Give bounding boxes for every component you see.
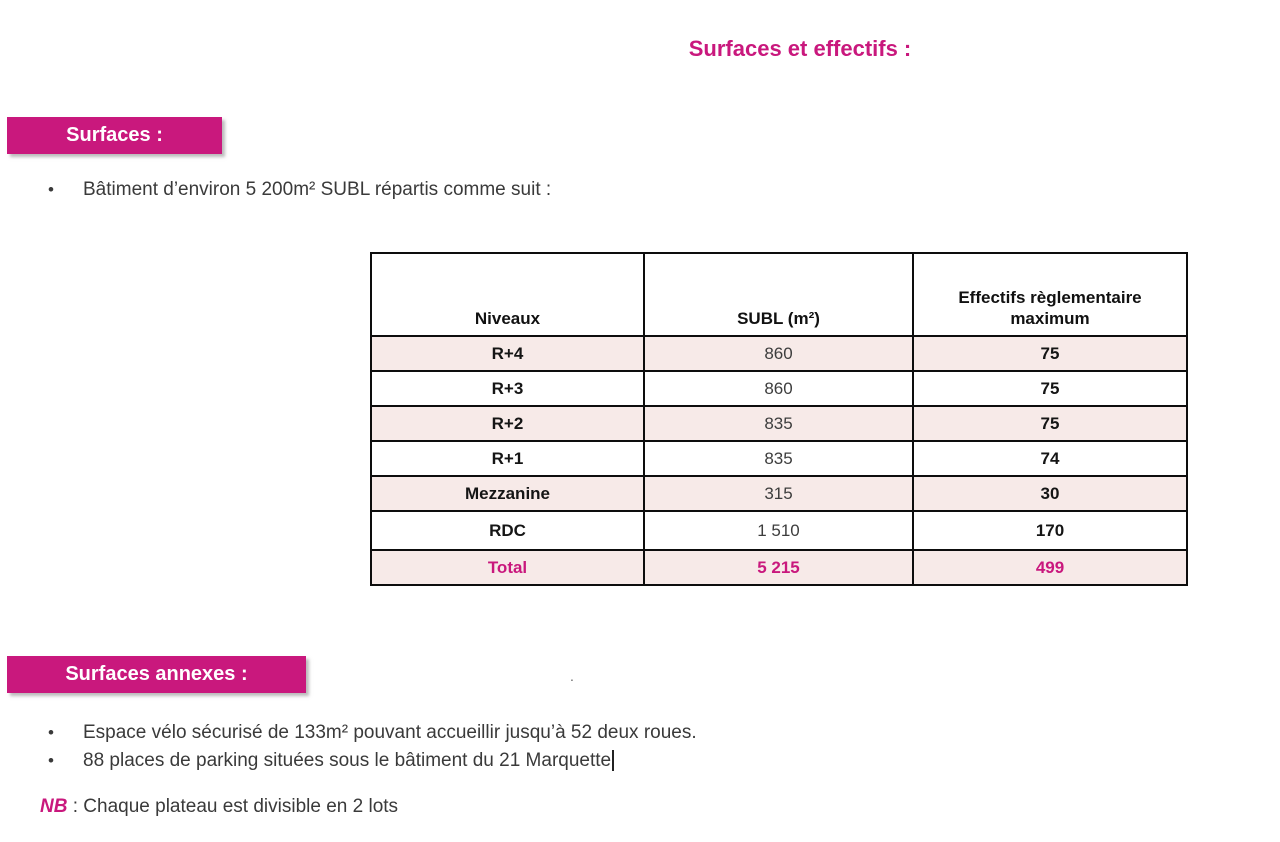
table-header-effectifs: Effectifs règlementaire maximum [912, 252, 1188, 337]
table-row: R+4 860 75 [370, 335, 1188, 372]
section-banner-surfaces: Surfaces : [7, 117, 222, 154]
text-cursor [612, 750, 615, 771]
table-cell-niveau: Total [370, 549, 645, 586]
list-item: • Bâtiment d’environ 5 200m² SUBL répart… [48, 176, 551, 204]
table-cell-niveau: R+4 [370, 335, 645, 372]
bullet-text-editing[interactable]: 88 places de parking situées sous le bât… [83, 747, 615, 775]
table-cell-subl: 860 [643, 370, 914, 407]
nb-label: NB [40, 796, 68, 817]
table-row: RDC 1 510 170 [370, 510, 1188, 551]
bullet-text: Bâtiment d’environ 5 200m² SUBL répartis… [83, 179, 552, 200]
stray-period: . [570, 668, 574, 684]
bullet-text: Espace vélo sécurisé de 133m² pouvant ac… [83, 722, 697, 743]
table-header-row: Niveaux SUBL (m²) Effectifs règlementair… [370, 252, 1188, 337]
list-item[interactable]: • 88 places de parking situées sous le b… [48, 747, 697, 775]
table-cell-niveau: R+2 [370, 405, 645, 442]
bullet-icon: • [48, 180, 54, 199]
page-title: Surfaces et effectifs : [688, 36, 912, 61]
table-header-niveaux: Niveaux [370, 252, 645, 337]
banner-label: Surfaces annexes : [65, 663, 248, 685]
table-cell-niveau: RDC [370, 510, 645, 551]
bullet-text: 88 places de parking situées sous le bât… [83, 750, 612, 771]
nb-note: NB : Chaque plateau est divisible en 2 l… [40, 796, 398, 818]
nb-text: : Chaque plateau est divisible en 2 lots [67, 796, 399, 817]
table-cell-subl: 315 [643, 475, 914, 512]
table-row: R+1 835 74 [370, 440, 1188, 477]
table-cell-effectif: 75 [912, 370, 1188, 407]
annexes-bullet-list: • Espace vélo sécurisé de 133m² pouvant … [48, 719, 697, 775]
section-banner-surfaces-annexes: Surfaces annexes : [7, 656, 306, 693]
table-cell-effectif: 170 [912, 510, 1188, 551]
table-cell-effectif: 499 [912, 549, 1188, 586]
table-cell-effectif: 75 [912, 405, 1188, 442]
table-cell-subl: 835 [643, 440, 914, 477]
surfaces-table: Niveaux SUBL (m²) Effectifs règlementair… [370, 252, 1188, 586]
table-cell-subl: 860 [643, 335, 914, 372]
bullet-icon: • [48, 723, 54, 742]
table-row: R+3 860 75 [370, 370, 1188, 407]
table-cell-effectif: 75 [912, 335, 1188, 372]
table-total-row: Total 5 215 499 [370, 549, 1188, 586]
table-header-subl: SUBL (m²) [643, 252, 914, 337]
table-cell-subl: 835 [643, 405, 914, 442]
surfaces-bullet-list: • Bâtiment d’environ 5 200m² SUBL répart… [48, 176, 551, 204]
table-row: R+2 835 75 [370, 405, 1188, 442]
table-cell-subl: 1 510 [643, 510, 914, 551]
table-cell-niveau: Mezzanine [370, 475, 645, 512]
list-item: • Espace vélo sécurisé de 133m² pouvant … [48, 719, 697, 747]
table-cell-subl: 5 215 [643, 549, 914, 586]
bullet-icon: • [48, 751, 54, 770]
banner-label: Surfaces : [66, 124, 163, 146]
table-cell-effectif: 30 [912, 475, 1188, 512]
table-cell-effectif: 74 [912, 440, 1188, 477]
table-cell-niveau: R+3 [370, 370, 645, 407]
table-row: Mezzanine 315 30 [370, 475, 1188, 512]
table-cell-niveau: R+1 [370, 440, 645, 477]
